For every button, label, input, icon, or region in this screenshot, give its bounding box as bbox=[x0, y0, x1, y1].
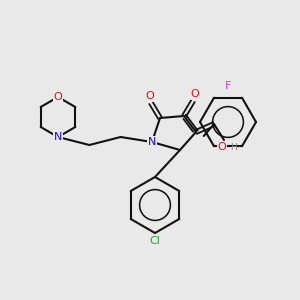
Text: O: O bbox=[146, 91, 154, 101]
Text: Cl: Cl bbox=[150, 236, 160, 246]
Text: H: H bbox=[230, 142, 237, 152]
Text: O: O bbox=[190, 89, 200, 99]
Text: N: N bbox=[54, 132, 62, 142]
Text: O: O bbox=[218, 142, 226, 152]
Text: F: F bbox=[225, 81, 231, 91]
Text: N: N bbox=[148, 137, 156, 147]
Text: O: O bbox=[54, 92, 62, 102]
